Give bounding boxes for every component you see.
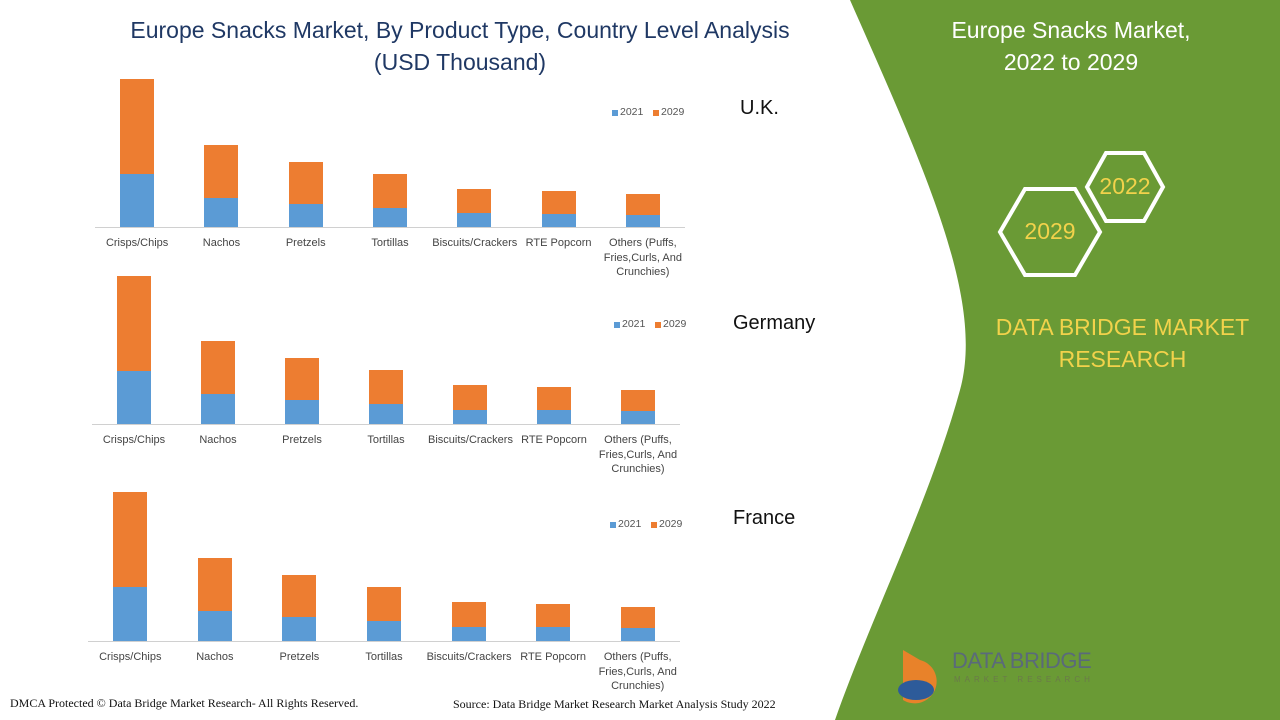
axis-line	[92, 424, 680, 425]
legend-swatch	[651, 522, 657, 528]
x-tick-label: Biscuits/Crackers	[426, 651, 512, 663]
bar-segment	[621, 411, 655, 424]
bar-segment	[201, 341, 235, 394]
x-tick-label: Biscuits/Crackers	[432, 237, 518, 249]
bar-segment	[120, 79, 155, 174]
logo-name: DATA BRIDGE	[952, 648, 1092, 673]
x-tick-label: RTE Popcorn	[520, 651, 587, 663]
bar-segment	[457, 189, 492, 213]
legend-swatch	[612, 110, 618, 116]
bar-segment	[536, 627, 571, 641]
bar-segment	[288, 204, 323, 227]
bar-segment	[373, 174, 407, 208]
hex-label: 2022	[1099, 173, 1151, 199]
x-tick-label: Tortillas	[371, 237, 409, 249]
bar-segment	[536, 604, 571, 627]
bar-segment	[369, 404, 403, 424]
x-tick-label: Others (Puffs, Fries,Curls, And Crunchie…	[598, 434, 678, 475]
bar-segment	[282, 575, 317, 617]
legend-swatch	[655, 322, 661, 328]
bar-segment	[541, 214, 576, 227]
legend-label: 2029	[663, 318, 687, 330]
legend-label: 2029	[659, 518, 683, 530]
x-tick-label: Biscuits/Crackers	[428, 434, 513, 446]
bar-segment	[457, 213, 492, 227]
bar-segment	[113, 492, 148, 587]
legend-swatch	[610, 522, 616, 528]
legend-swatch	[653, 110, 659, 116]
bar-segment	[113, 587, 148, 641]
x-tick-label: Tortillas	[365, 651, 403, 663]
x-tick-label: Crisps/Chips	[102, 434, 166, 446]
bar-segment	[625, 194, 660, 215]
x-tick-label: Nachos	[202, 237, 241, 249]
brand-name: DATA BRIDGE MARKET RESEARCH	[995, 314, 1250, 372]
x-tick-label: RTE Popcorn	[521, 434, 587, 446]
bar-segment	[620, 628, 655, 641]
x-tick-label: Nachos	[199, 434, 237, 446]
bar-segment	[620, 607, 655, 628]
panel-title: Europe Snacks Market, 2022 to 2029	[951, 17, 1191, 75]
rights: DMCA Protected © Data Bridge Market Rese…	[10, 696, 359, 710]
axis-line	[95, 227, 685, 228]
legend-label: 2021	[618, 518, 642, 530]
bar-segment	[541, 191, 576, 214]
bar-segment	[451, 627, 486, 641]
bar-segment	[204, 145, 239, 198]
bar-segment	[625, 215, 660, 227]
logo-sub: MARKET RESEARCH	[954, 675, 1094, 684]
x-tick-label: Pretzels	[279, 651, 320, 663]
bar-segment	[120, 174, 155, 227]
hexagon	[1084, 151, 1166, 223]
logo-mark	[898, 680, 934, 700]
x-tick-label: Nachos	[196, 651, 234, 663]
x-tick-label: Crisps/Chips	[105, 237, 169, 249]
bar-segment	[367, 621, 401, 641]
x-tick-label: Others (Puffs, Fries,Curls, And Crunchie…	[598, 651, 677, 692]
chart-title: U.K.	[740, 97, 779, 119]
x-tick-label: Pretzels	[282, 434, 322, 446]
chart-title: Germany	[733, 312, 816, 334]
bar-segment	[285, 400, 319, 424]
green-panel	[835, 0, 1280, 720]
bar-segment	[537, 410, 571, 424]
source: Source: Data Bridge Market Research Mark…	[453, 697, 776, 711]
bar-segment	[369, 370, 403, 404]
legend-label: 2029	[661, 106, 685, 118]
legend-label: 2021	[620, 106, 644, 118]
bar-segment	[204, 198, 239, 227]
bar-segment	[117, 371, 151, 424]
hexagon	[997, 187, 1103, 277]
bar-segment	[288, 162, 323, 204]
bar-segment	[451, 602, 486, 627]
hex-label: 2029	[1024, 218, 1076, 244]
legend-label: 2021	[622, 318, 646, 330]
bar-segment	[621, 390, 655, 411]
x-tick-label: Others (Puffs, Fries,Curls, And Crunchie…	[603, 237, 682, 278]
main-title: Europe Snacks Market, By Product Type, C…	[130, 17, 790, 75]
bar-segment	[285, 358, 319, 400]
bar-segment	[537, 387, 571, 410]
bar-segment	[197, 558, 232, 611]
bar-segment	[453, 385, 487, 410]
bar-segment	[282, 617, 317, 641]
axis-line	[88, 641, 680, 642]
bar-segment	[117, 276, 151, 371]
bar-segment	[197, 611, 232, 641]
bar-segment	[453, 410, 487, 424]
x-tick-label: RTE Popcorn	[525, 237, 592, 249]
chart-title: France	[733, 507, 796, 529]
x-tick-label: Pretzels	[285, 237, 326, 249]
bar-segment	[201, 394, 235, 424]
x-tick-label: Crisps/Chips	[99, 651, 162, 663]
legend-swatch	[614, 322, 620, 328]
bar-segment	[373, 208, 407, 227]
bar-segment	[367, 587, 401, 621]
x-tick-label: Tortillas	[367, 434, 405, 446]
